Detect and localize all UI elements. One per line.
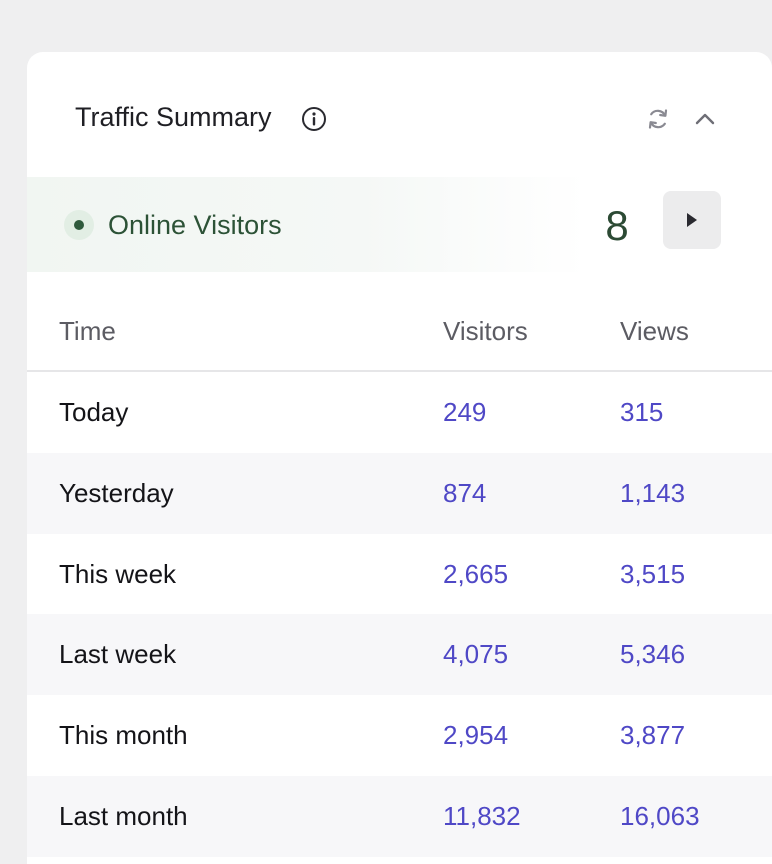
- card-title: Traffic Summary: [75, 102, 272, 132]
- table-row: This week 2,665 3,515: [27, 534, 772, 615]
- play-icon: [687, 213, 697, 227]
- card-header: Traffic Summary: [27, 52, 772, 177]
- table-row: Yesterday 874 1,143: [27, 452, 772, 534]
- online-status-indicator: [64, 210, 94, 240]
- traffic-table-body: Today 249 315 Yesterday 874 1,143 This w…: [27, 372, 772, 857]
- chevron-up-icon[interactable]: [692, 106, 718, 132]
- online-visitors-row: Online Visitors 8: [27, 177, 772, 272]
- row-label: This month: [59, 720, 188, 751]
- visitors-value[interactable]: 2,665: [443, 558, 509, 589]
- views-value[interactable]: 16,063: [620, 800, 700, 831]
- refresh-icon[interactable]: [645, 106, 671, 132]
- visitors-value[interactable]: 874: [443, 477, 487, 508]
- views-value[interactable]: 3,515: [620, 558, 686, 589]
- column-header-visitors: Visitors: [443, 316, 528, 346]
- views-value[interactable]: 315: [620, 397, 664, 427]
- row-label: Today: [59, 397, 129, 427]
- row-label: This week: [59, 558, 177, 589]
- visitors-value[interactable]: 2,954: [443, 720, 509, 751]
- table-row: Last week 4,075 5,346: [27, 614, 772, 696]
- column-header-time: Time: [59, 316, 116, 346]
- online-visitors-count: 8: [605, 202, 629, 249]
- row-label: Yesterday: [59, 477, 174, 508]
- table-row: Today 249 315: [27, 372, 772, 453]
- info-icon[interactable]: [301, 106, 327, 132]
- visitors-value[interactable]: 4,075: [443, 639, 509, 670]
- visitors-value[interactable]: 11,832: [443, 800, 521, 831]
- online-visitors-label: Online Visitors: [108, 210, 282, 240]
- views-value[interactable]: 5,346: [620, 639, 686, 670]
- traffic-summary-card: Traffic Summary Online Visit: [27, 52, 772, 864]
- online-status-dot-icon: [74, 220, 84, 230]
- row-label: Last month: [59, 800, 188, 831]
- table-row: Last month 11,832 16,063: [27, 775, 772, 857]
- table-header: Time Visitors Views: [27, 292, 772, 372]
- column-header-views: Views: [620, 316, 689, 346]
- views-value[interactable]: 3,877: [620, 720, 686, 751]
- online-visitors-play-button[interactable]: [663, 191, 721, 249]
- visitors-value[interactable]: 249: [443, 397, 487, 427]
- table-row: This month 2,954 3,877: [27, 695, 772, 776]
- row-label: Last week: [59, 639, 177, 670]
- views-value[interactable]: 1,143: [620, 477, 686, 508]
